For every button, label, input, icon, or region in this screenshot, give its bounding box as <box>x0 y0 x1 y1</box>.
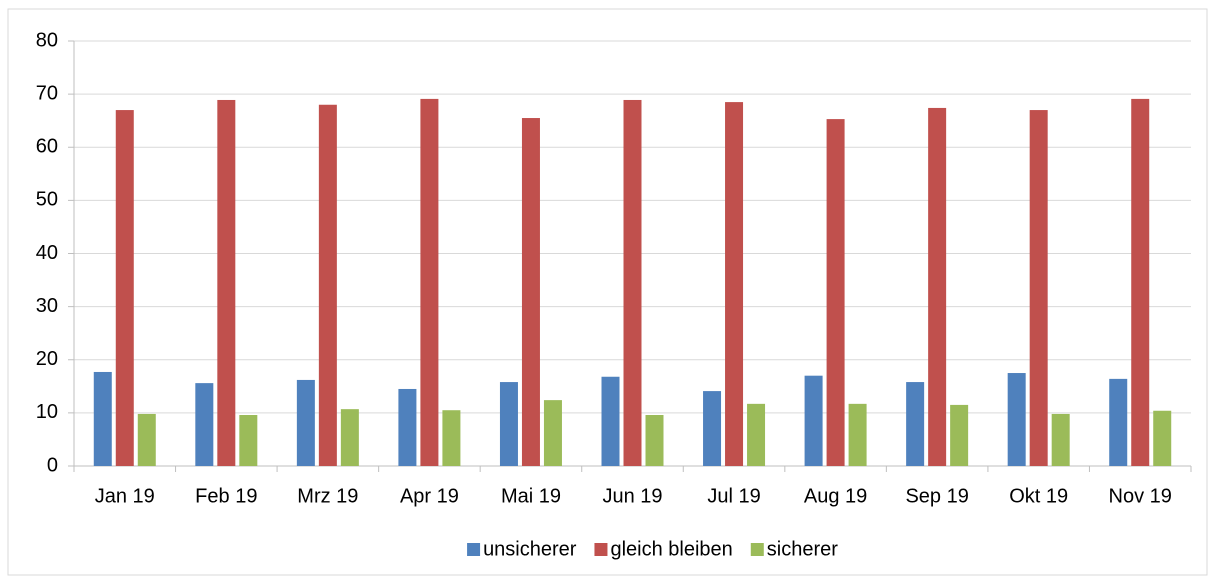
x-tick-label: Feb 19 <box>195 485 257 507</box>
bar <box>115 110 134 466</box>
y-tick-label: 60 <box>36 136 58 158</box>
bar <box>521 118 540 466</box>
legend-swatch <box>467 543 481 556</box>
bar <box>93 371 112 466</box>
bar <box>645 415 664 466</box>
x-tick-label: Mai 19 <box>501 485 561 507</box>
bar <box>239 415 258 466</box>
bar <box>804 375 823 466</box>
bar <box>499 382 518 466</box>
x-tick-label: Aug 19 <box>804 485 867 507</box>
x-tick-label: Jul 19 <box>707 485 760 507</box>
bar <box>217 99 236 466</box>
y-tick-label: 70 <box>36 82 58 104</box>
bar <box>1029 110 1048 466</box>
bar <box>747 403 766 466</box>
bar <box>1109 378 1128 466</box>
bar <box>398 388 417 466</box>
y-tick-label: 30 <box>36 295 58 317</box>
legend-label: unsicherer <box>483 538 577 560</box>
bar <box>1131 98 1150 466</box>
y-tick-label: 0 <box>47 454 58 476</box>
x-tick-label: Apr 19 <box>400 485 459 507</box>
bar <box>623 99 642 466</box>
y-tick-label: 80 <box>36 29 58 51</box>
bar <box>137 413 156 466</box>
legend-label: gleich bleiben <box>610 538 732 560</box>
bar <box>848 403 867 466</box>
x-tick-label: Sep 19 <box>905 485 968 507</box>
bar <box>601 376 620 466</box>
chart-border <box>7 8 1208 576</box>
bar <box>195 383 214 466</box>
bar <box>1007 373 1026 466</box>
y-tick-label: 20 <box>36 348 58 370</box>
bar <box>340 409 359 466</box>
legend-label: sicherer <box>767 538 838 560</box>
y-tick-label: 10 <box>36 401 58 423</box>
bar <box>1051 413 1070 466</box>
bar <box>725 102 744 466</box>
bar <box>826 119 845 466</box>
bar <box>906 382 925 466</box>
bar <box>1153 410 1172 466</box>
bar <box>318 104 337 466</box>
x-tick-label: Jun 19 <box>602 485 662 507</box>
legend-swatch <box>594 543 608 556</box>
bar <box>296 379 315 466</box>
bar <box>420 98 439 466</box>
x-tick-label: Nov 19 <box>1109 485 1172 507</box>
x-tick-label: Jan 19 <box>95 485 155 507</box>
y-tick-label: 50 <box>36 189 58 211</box>
bar <box>928 107 947 466</box>
bar <box>543 400 562 466</box>
y-tick-label: 40 <box>36 242 58 264</box>
bar <box>442 410 461 466</box>
bar <box>950 404 969 466</box>
x-tick-label: Mrz 19 <box>297 485 358 507</box>
legend-swatch <box>750 543 764 556</box>
bar <box>703 391 722 466</box>
x-tick-label: Okt 19 <box>1009 485 1068 507</box>
